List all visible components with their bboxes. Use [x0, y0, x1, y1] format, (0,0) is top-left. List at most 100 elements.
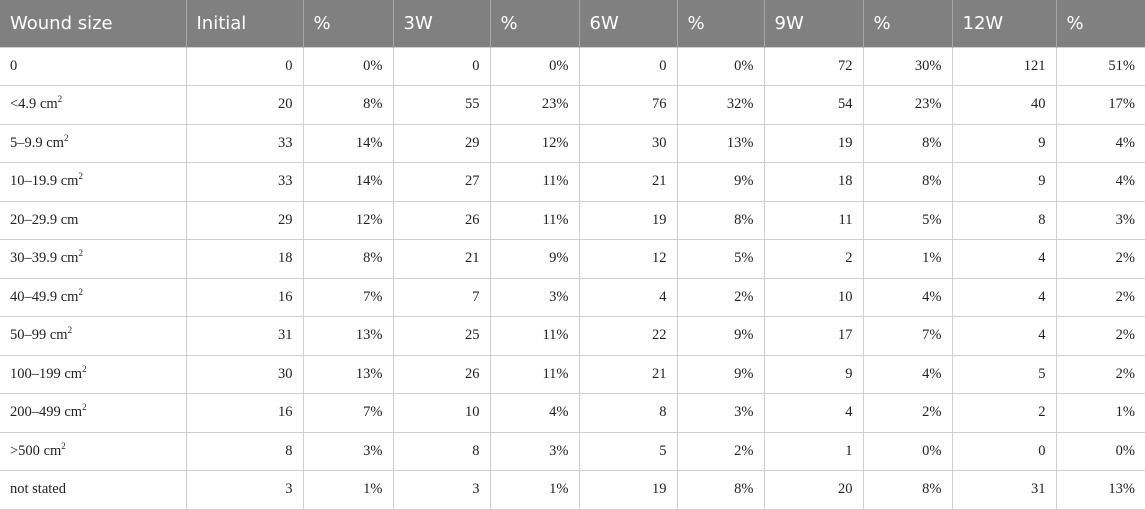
- percent-cell: 0%: [1055, 431, 1145, 471]
- row-label: 100–199 cm2: [0, 354, 187, 394]
- unit-exponent: 2: [57, 94, 63, 105]
- unit-label: cm: [64, 404, 83, 421]
- wound-size-label: 5–9.9: [10, 134, 43, 151]
- table-row: 40–49.9 cm2 16 7% 7 3% 4 2% 10 4% 4 2%: [0, 277, 1145, 317]
- table-row: 5–9.9 cm2 33 14% 29 12% 30 13% 19 8% 9 4%: [0, 123, 1145, 163]
- row-label: 30–39.9 cm2: [0, 239, 187, 279]
- count-cell: 9: [763, 354, 864, 394]
- row-label: 50–99 cm2: [0, 316, 187, 356]
- unit-label: cm: [49, 327, 68, 344]
- percent-cell: 8%: [862, 123, 953, 163]
- unit-exponent: 2: [63, 132, 69, 143]
- percent-cell: 0%: [676, 46, 765, 86]
- count-cell: 12: [578, 239, 678, 279]
- row-label: 0: [0, 46, 187, 86]
- count-cell: 20: [763, 470, 864, 510]
- count-cell: 33: [185, 123, 304, 163]
- percent-cell: 8%: [676, 200, 765, 240]
- percent-cell: 1%: [302, 470, 394, 510]
- row-label: 20–29.9 cm: [0, 200, 187, 240]
- count-cell: 8: [185, 431, 304, 471]
- percent-cell: 12%: [302, 200, 394, 240]
- percent-cell: 11%: [489, 354, 580, 394]
- count-cell: 4: [951, 277, 1057, 317]
- percent-cell: 51%: [1055, 46, 1145, 86]
- row-label: 200–499 cm2: [0, 393, 187, 433]
- count-cell: 5: [951, 354, 1057, 394]
- percent-cell: 0%: [489, 46, 580, 86]
- count-cell: 8: [951, 200, 1057, 240]
- percent-cell: 1%: [489, 470, 580, 510]
- column-header: Wound size: [0, 0, 187, 47]
- count-cell: 33: [185, 162, 304, 202]
- count-cell: 16: [185, 393, 304, 433]
- percent-cell: 13%: [676, 123, 765, 163]
- count-cell: 4: [763, 393, 864, 433]
- wound-size-label: 50–99: [10, 327, 47, 344]
- percent-cell: 3%: [302, 431, 394, 471]
- unit-exponent: 2: [82, 363, 87, 374]
- count-cell: 0: [185, 46, 304, 86]
- percent-cell: 3%: [489, 277, 580, 317]
- column-header: 12W: [952, 0, 1057, 47]
- row-label: <4.9 cm2: [0, 85, 187, 125]
- column-header: %: [677, 0, 765, 47]
- percent-cell: 11%: [489, 200, 580, 240]
- wound-size-label: 0: [10, 57, 18, 74]
- count-cell: 5: [578, 431, 678, 471]
- percent-cell: 0%: [302, 46, 394, 86]
- column-header: %: [303, 0, 394, 47]
- percent-cell: 4%: [1055, 162, 1145, 202]
- count-cell: 29: [392, 123, 491, 163]
- row-label: 40–49.9 cm2: [0, 277, 187, 317]
- count-cell: 9: [951, 162, 1057, 202]
- percent-cell: 9%: [676, 316, 765, 356]
- percent-cell: 4%: [489, 393, 580, 433]
- unit-label: cm: [60, 211, 79, 228]
- percent-cell: 2%: [676, 431, 765, 471]
- unit-label: cm: [64, 365, 83, 382]
- count-cell: 19: [578, 200, 678, 240]
- table-row: 0 0 0% 0 0% 0 0% 72 30% 121 51%: [0, 46, 1145, 86]
- percent-cell: 3%: [676, 393, 765, 433]
- percent-cell: 17%: [1055, 85, 1145, 125]
- unit-exponent: 2: [67, 325, 73, 336]
- table-row: <4.9 cm2 20 8% 55 23% 76 32% 54 23% 40 17%: [0, 85, 1145, 125]
- percent-cell: 2%: [1055, 316, 1145, 356]
- column-header: 9W: [764, 0, 864, 47]
- wound-size-label: 20–29.9: [10, 211, 58, 228]
- count-cell: 0: [951, 431, 1057, 471]
- row-label: 5–9.9 cm2: [0, 123, 187, 163]
- percent-cell: 8%: [862, 162, 953, 202]
- percent-cell: 1%: [862, 239, 953, 279]
- row-label: 10–19.9 cm2: [0, 162, 187, 202]
- percent-cell: 4%: [862, 277, 953, 317]
- count-cell: 21: [392, 239, 491, 279]
- unit-exponent: 2: [61, 440, 66, 451]
- header-row: Wound size Initial% 3W% 6W% 9W% 12W%: [0, 0, 1145, 47]
- percent-cell: 23%: [489, 85, 580, 125]
- count-cell: 20: [185, 85, 304, 125]
- count-cell: 55: [392, 85, 491, 125]
- percent-cell: 13%: [302, 354, 394, 394]
- percent-cell: 8%: [302, 85, 394, 125]
- percent-cell: 9%: [489, 239, 580, 279]
- count-cell: 10: [392, 393, 491, 433]
- count-cell: 3: [392, 470, 491, 510]
- unit-exponent: 2: [78, 286, 83, 297]
- count-cell: 76: [578, 85, 678, 125]
- count-cell: 18: [185, 239, 304, 279]
- wound-size-label: 10–19.9: [10, 173, 58, 190]
- table-row: 200–499 cm2 16 7% 10 4% 8 3% 4 2% 2 1%: [0, 393, 1145, 433]
- table-body: 0 0 0% 0 0% 0 0% 72 30% 121 51% <4.9 cm2 20 8% 55 23% 76…: [0, 46, 1145, 510]
- unit-label: cm: [46, 134, 64, 151]
- table-row: not stated 3 1% 3 1% 19 8% 20 8% 31 13%: [0, 470, 1145, 510]
- count-cell: 4: [951, 316, 1057, 356]
- count-cell: 9: [951, 123, 1057, 163]
- percent-cell: 23%: [862, 85, 953, 125]
- count-cell: 25: [392, 316, 491, 356]
- table-row: 50–99 cm2 31 13% 25 11% 22 9% 17 7% 4 2%: [0, 316, 1145, 356]
- percent-cell: 9%: [676, 162, 765, 202]
- count-cell: 16: [185, 277, 304, 317]
- percent-cell: 32%: [676, 85, 765, 125]
